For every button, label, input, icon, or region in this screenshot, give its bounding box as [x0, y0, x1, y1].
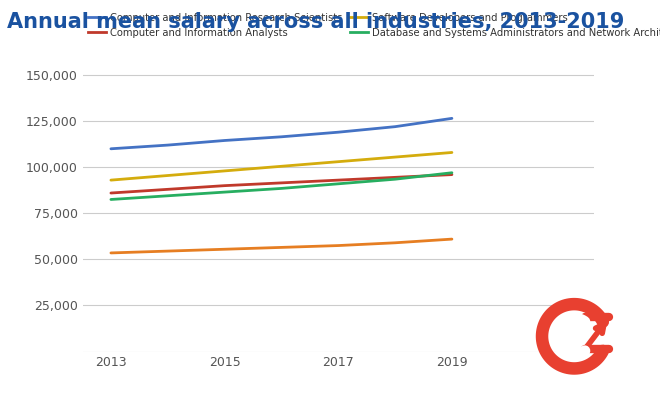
Text: Annual mean salary across all industries, 2013-2019: Annual mean salary across all industries… [7, 12, 624, 32]
Legend: Computer and Information Research Scientists, Computer and Information Analysts,: Computer and Information Research Scient… [88, 13, 660, 38]
